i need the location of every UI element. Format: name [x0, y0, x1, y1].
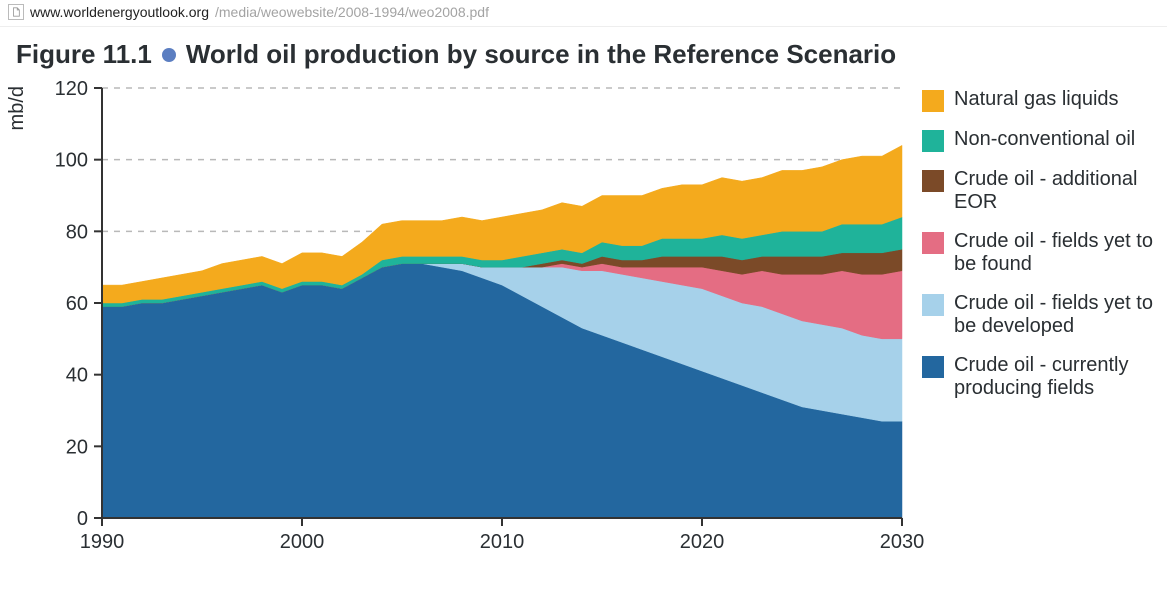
legend-item-additional_eor: Crude oil - additional EOR [922, 168, 1167, 214]
y-tick-label: 0 [77, 508, 88, 530]
legend-label: Non-conventional oil [954, 128, 1135, 151]
y-tick-label: 80 [66, 221, 88, 243]
legend-label: Crude oil - additional EOR [954, 168, 1167, 214]
url-host: www.worldenergyoutlook.org [30, 4, 209, 20]
y-tick-label: 120 [55, 78, 88, 100]
legend-label: Crude oil - fields yet to be found [954, 230, 1167, 276]
title-bullet-icon [162, 48, 176, 62]
legend-item-yet_to_find: Crude oil - fields yet to be found [922, 230, 1167, 276]
y-tick-label: 60 [66, 293, 88, 315]
x-tick-label: 2030 [880, 531, 925, 553]
x-tick-label: 2010 [480, 531, 525, 553]
file-icon [8, 4, 24, 20]
y-tick-label: 100 [55, 150, 88, 172]
legend-item-yet_to_develop: Crude oil - fields yet to be developed [922, 292, 1167, 338]
legend-swatch [922, 294, 944, 316]
legend-item-non_conventional: Non-conventional oil [922, 128, 1167, 152]
legend-swatch [922, 232, 944, 254]
legend-swatch [922, 170, 944, 192]
legend-item-ngl: Natural gas liquids [922, 88, 1167, 112]
figure-label: Figure 11.1 [16, 39, 152, 70]
url-path: /media/weowebsite/2008-1994/weo2008.pdf [215, 4, 489, 20]
y-tick-label: 40 [66, 365, 88, 387]
x-tick-label: 2000 [280, 531, 325, 553]
figure-title-row: Figure 11.1 World oil production by sour… [0, 27, 1167, 74]
figure-title: World oil production by source in the Re… [186, 39, 896, 70]
y-tick-label: 20 [66, 436, 88, 458]
legend: Natural gas liquids Non-conventional oil C… [922, 88, 1167, 416]
x-tick-label: 2020 [680, 531, 725, 553]
legend-swatch [922, 130, 944, 152]
url-bar: www.worldenergyoutlook.org/media/weowebs… [0, 0, 1167, 27]
legend-item-currently_producing: Crude oil - currently producing fields [922, 354, 1167, 400]
chart-area: mb/d 02040608010012019902000201020202030… [52, 78, 1152, 578]
x-tick-label: 1990 [80, 531, 125, 553]
legend-label: Crude oil - currently producing fields [954, 354, 1167, 400]
legend-swatch [922, 356, 944, 378]
y-axis-label: mb/d [6, 86, 29, 130]
legend-label: Crude oil - fields yet to be developed [954, 292, 1167, 338]
legend-label: Natural gas liquids [954, 88, 1119, 111]
legend-swatch [922, 90, 944, 112]
area-chart: 0 20 40 60 80 100 120 1990 2000 2010 2020 2030 [52, 78, 932, 578]
page: www.worldenergyoutlook.org/media/weowebs… [0, 0, 1167, 605]
